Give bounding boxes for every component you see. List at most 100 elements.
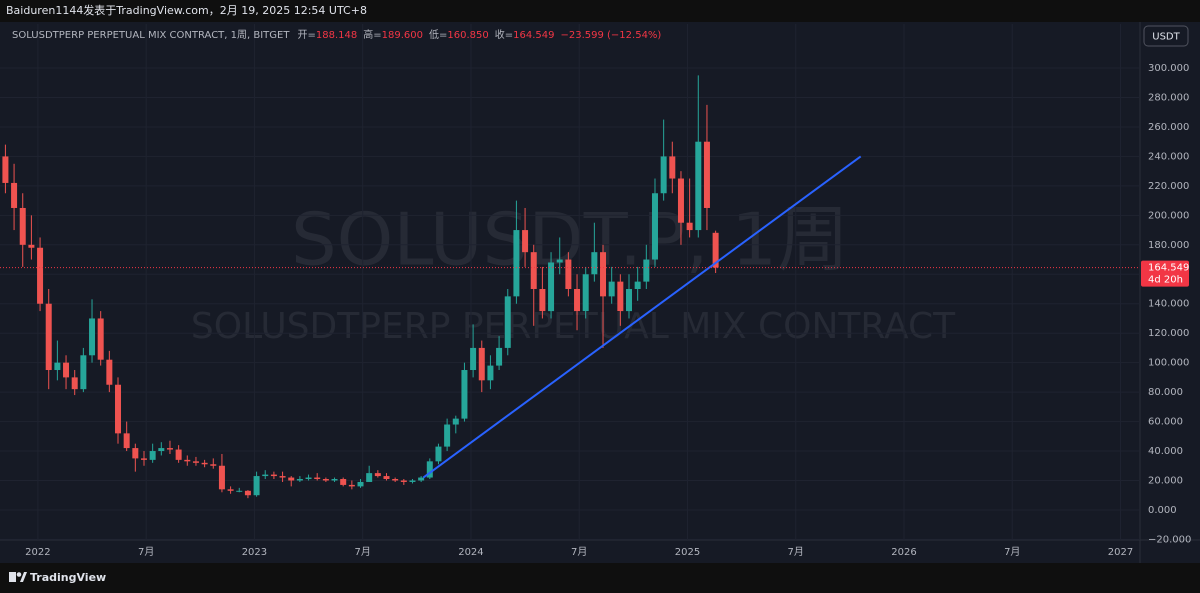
candle-body	[166, 448, 173, 450]
candle-body	[244, 490, 251, 496]
label: 低=	[429, 28, 447, 41]
candle-body	[392, 479, 399, 481]
candle-body	[539, 288, 546, 312]
x-tick-label: 7月	[138, 546, 154, 558]
candle-body	[80, 355, 87, 390]
candle-body	[643, 259, 650, 282]
candle-body	[496, 347, 503, 366]
candle-body	[452, 418, 459, 425]
candle-body	[591, 252, 598, 275]
candle-body	[677, 178, 684, 223]
watermark-subtitle: SOLUSDTPERP PERPETUAL MIX CONTRACT	[191, 306, 956, 347]
candle-body	[149, 451, 156, 460]
candle-body	[686, 222, 693, 231]
candle-body	[123, 433, 130, 449]
candle-body	[19, 207, 26, 245]
candle-body	[695, 141, 702, 231]
label: 开=	[297, 30, 315, 41]
x-tick-label: 2026	[891, 547, 916, 558]
currency-button[interactable]	[1143, 25, 1189, 47]
candle-body	[270, 474, 277, 477]
y-tick-label: 240.000	[1148, 151, 1189, 162]
candle-body	[366, 473, 373, 482]
chart-background	[0, 22, 1200, 563]
candle-body	[63, 362, 70, 378]
candle-body	[253, 476, 260, 496]
value: 188.148	[316, 30, 357, 41]
candle-body	[218, 465, 225, 490]
x-tick-label: 2025	[675, 547, 700, 558]
y-tick-label: 200.000	[1148, 210, 1189, 221]
candle-body	[435, 446, 442, 462]
candle-body	[530, 252, 537, 289]
candle-body	[400, 480, 407, 482]
candle-body	[461, 370, 468, 419]
candle-body	[288, 477, 295, 481]
brand: TradingView	[30, 571, 106, 584]
candle-body	[556, 259, 563, 263]
x-tick-label: 7月	[571, 546, 587, 558]
candle-body	[651, 193, 658, 260]
y-tick-label: 220.000	[1148, 181, 1189, 192]
candle-body	[97, 318, 104, 360]
candle-body	[305, 477, 312, 480]
candle-body	[582, 274, 589, 312]
candle-body	[175, 449, 182, 460]
y-tick-label: 120.000	[1148, 328, 1189, 339]
candle-body	[703, 141, 710, 208]
trendline	[422, 155, 862, 479]
y-tick-label: 80.000	[1148, 387, 1183, 398]
candle-body	[296, 479, 303, 481]
candle-body	[158, 448, 165, 452]
y-tick-label: 280.000	[1148, 93, 1189, 104]
x-tick-label: 2024	[458, 547, 483, 558]
x-tick-label: 2023	[242, 547, 267, 558]
y-tick-label: 300.000	[1148, 63, 1189, 74]
candle-body	[54, 362, 61, 371]
publisher: Baiduren1144发表于TradingView.com，2月 19, 20…	[6, 3, 367, 17]
candle-body	[617, 281, 624, 312]
candle-body	[115, 384, 122, 434]
y-tick-label: −20.000	[1148, 534, 1191, 545]
candle-body	[357, 481, 364, 487]
candle-body	[331, 479, 338, 481]
candle-body	[45, 303, 52, 371]
header: SOLUSDTPERP PERPETUAL MIX CONTRACT, 1周, …	[12, 28, 661, 41]
brand-logo	[9, 572, 27, 582]
candle-body	[669, 156, 676, 179]
currency[interactable]: USDT	[1152, 32, 1180, 43]
candle-body	[374, 473, 381, 477]
countdown: 4d 20h	[1148, 275, 1183, 286]
x-tick-label: 7月	[1004, 546, 1020, 558]
candle-body	[608, 281, 615, 297]
candle-body	[262, 474, 269, 477]
candle-body	[522, 230, 529, 253]
candle-body	[28, 244, 35, 248]
x-tick-label: 2027	[1108, 547, 1133, 558]
candle-body	[513, 230, 520, 297]
y-tick-label: 100.000	[1148, 358, 1189, 369]
candle-body	[660, 156, 667, 194]
x-tick-label: 7月	[354, 546, 370, 558]
candle-body	[487, 365, 494, 381]
candle-body	[210, 464, 217, 466]
y-tick-label: 180.000	[1148, 240, 1189, 251]
label: 收=	[495, 28, 513, 41]
symbol-title: SOLUSDTPERP PERPETUAL MIX CONTRACT, 1周, …	[12, 29, 290, 41]
candle-body	[600, 252, 607, 297]
candle-body	[227, 489, 234, 491]
y-tick-label: 40.000	[1148, 446, 1183, 457]
candle-body	[348, 484, 355, 487]
candle-body	[470, 347, 477, 371]
x-tick-label: 7月	[788, 546, 804, 558]
candle-body	[236, 490, 243, 492]
candle-body	[132, 448, 139, 459]
candle-body	[2, 156, 9, 183]
candle-body	[140, 458, 147, 460]
y-tick-label: 60.000	[1148, 417, 1183, 428]
candle-body	[106, 359, 113, 385]
candle-body	[712, 232, 719, 268]
candle-body	[565, 259, 572, 289]
